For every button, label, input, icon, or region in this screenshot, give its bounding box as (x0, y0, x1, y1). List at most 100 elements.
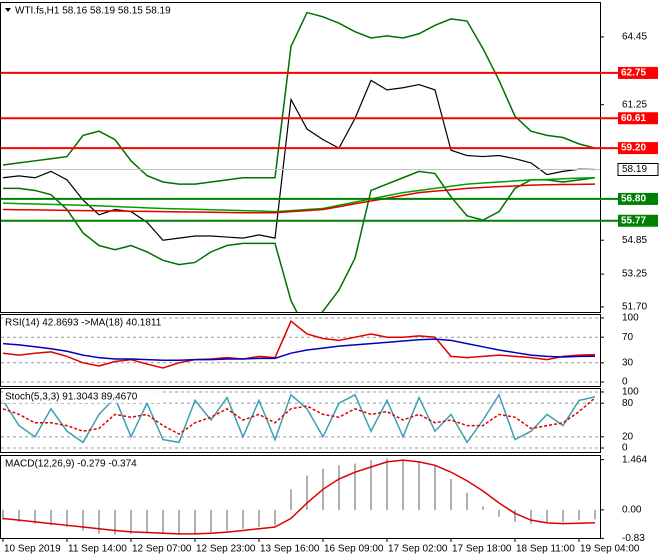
x-tick-label: 17 Sep 18:00 (452, 544, 512, 555)
series-line (2, 338, 596, 361)
panel-frame (0, 455, 601, 539)
title-bg (3, 317, 163, 329)
y-tick-label: 80 (622, 398, 634, 409)
histogram-bar (306, 475, 308, 510)
histogram-bar (450, 479, 452, 510)
x-tick-label: 17 Sep 02:00 (388, 544, 448, 555)
histogram-bar (530, 509, 532, 524)
histogram-bar (82, 509, 84, 531)
histogram-bar (210, 509, 212, 533)
y-tick-label: 53.25 (622, 269, 647, 280)
panel-frame (0, 388, 601, 453)
x-tick-label: 16 Sep 09:00 (324, 544, 384, 555)
x-tick-label: 19 Sep 04:00 (580, 544, 640, 555)
plot-area (2, 458, 596, 535)
level-tag (618, 66, 658, 79)
y-tick-label: 70 (622, 332, 634, 343)
menu-triangle (5, 8, 11, 12)
histogram-bar (482, 506, 484, 510)
plot-area (1, 317, 600, 383)
histogram-bar (130, 509, 132, 534)
histogram-bar (386, 458, 388, 510)
x-tick-label: 12 Sep 23:00 (196, 544, 256, 555)
series-line (2, 177, 596, 213)
y-tick-label: 0.00 (622, 505, 642, 516)
x-tick-label: 12 Sep 07:00 (132, 544, 192, 555)
series-line (2, 79, 596, 241)
histogram-bar (50, 509, 52, 526)
histogram-bar (514, 509, 516, 522)
histogram-bar (2, 509, 4, 521)
level-label: 59.20 (621, 143, 646, 154)
series-line (2, 320, 596, 369)
level-label: 62.75 (621, 68, 646, 79)
histogram-bar (226, 509, 228, 531)
histogram-bar (34, 509, 36, 524)
x-tick-label: 13 Sep 16:00 (260, 544, 320, 555)
x-tick-label: 18 Sep 11:00 (516, 544, 575, 555)
histogram-bar (434, 465, 436, 510)
histogram-bar (194, 509, 196, 534)
y-tick-label: 61.25 (622, 99, 647, 110)
series-line (2, 459, 596, 535)
series-line (3, 170, 596, 312)
last-price-tag (617, 162, 659, 176)
histogram-bar (402, 460, 404, 510)
title-bg (13, 5, 171, 17)
series-line (2, 397, 596, 435)
histogram-bar (354, 463, 356, 510)
histogram-bar (290, 489, 292, 510)
plot-area (1, 391, 600, 449)
x-tick-label: 11 Sep 14:00 (68, 544, 127, 555)
y-tick-label: 54.85 (622, 235, 647, 246)
histogram-bar (578, 509, 580, 521)
panel-frame (0, 2, 601, 313)
histogram-bar (114, 509, 116, 535)
y-tick-label: 1.464 (622, 454, 647, 465)
level-tag (618, 214, 658, 227)
y-tick-label: 64.45 (622, 32, 647, 43)
title-bg (3, 458, 163, 470)
histogram-bar (178, 509, 180, 535)
histogram-bar (418, 461, 420, 510)
level-tag (618, 142, 658, 155)
panel-title: MACD(12,26,9) -0.279 -0.374 (5, 459, 137, 470)
panel-frame (0, 314, 601, 387)
histogram-bar (466, 492, 468, 510)
y-tick-label: -0.83 (622, 533, 645, 544)
histogram-bar (498, 509, 500, 517)
histogram-bar (242, 509, 244, 529)
panel-title: RSI(14) 42.8693 ->MA(18) 40.1811 (5, 318, 162, 329)
histogram-bar (18, 509, 20, 522)
level-label: 56.80 (621, 194, 646, 205)
histogram-bar (562, 509, 564, 522)
histogram-bar (274, 509, 276, 526)
histogram-bar (594, 509, 596, 520)
x-tick-label: 10 Sep 2019 (4, 544, 61, 555)
histogram-bar (98, 509, 100, 534)
level-tag (618, 112, 658, 125)
level-tag (618, 192, 658, 205)
plot-area (2, 11, 596, 312)
histogram-bar (66, 509, 68, 528)
histogram-bar (258, 509, 260, 528)
y-tick-label: 51.70 (622, 302, 647, 313)
series-line (2, 393, 596, 444)
histogram-bar (338, 465, 340, 510)
y-tick-label: 0 (622, 443, 628, 454)
histogram-bar (162, 509, 164, 534)
panel-title: Stoch(5,3,3) 91.3043 89.4670 (5, 392, 138, 403)
y-tick-label: 100 (622, 313, 639, 324)
y-tick-label: 100 (622, 387, 639, 398)
series-line (2, 11, 596, 185)
y-tick-label: 30 (622, 357, 634, 368)
y-tick-label: 0 (622, 377, 628, 388)
title-bg (3, 391, 163, 403)
histogram-bar (370, 460, 372, 510)
panel-title: WTI.fs,H1 58.16 58.19 58.15 58.19 (15, 6, 171, 17)
histogram-bar (146, 509, 148, 534)
histogram-bar (546, 509, 548, 523)
y-tick-label: 20 (622, 431, 634, 442)
